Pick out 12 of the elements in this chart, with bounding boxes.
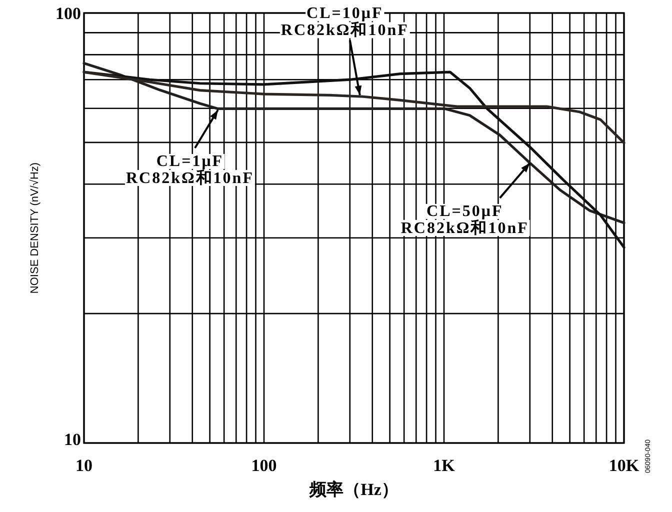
x-axis-title: 频率（Hz） xyxy=(308,480,398,499)
annotation: CL=10μF RC82kΩ和10nF xyxy=(280,5,410,96)
x-tick-label: 100 xyxy=(251,456,277,475)
annotation: CL=50μF RC82kΩ和10nF xyxy=(400,162,531,237)
x-tick-label: 10K xyxy=(608,456,640,475)
x-tick-label: 1K xyxy=(433,456,456,475)
annotation: CL=1μF RC82kΩ和10nF xyxy=(124,109,255,187)
y-axis-title: NOISE DENSITY (nV/√Hz) xyxy=(29,162,41,294)
annotation: CL=1μF RC82kΩ和10nF xyxy=(126,152,254,187)
annotation: CL=50μF RC82kΩ和10nF xyxy=(400,202,529,237)
x-tick-label: 10 xyxy=(76,456,92,475)
annotation: CL=10μF RC82kΩ和10nF xyxy=(280,5,409,40)
